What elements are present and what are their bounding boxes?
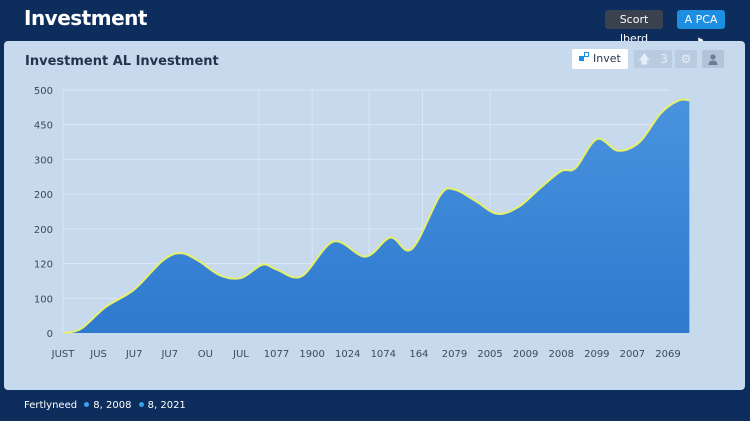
x-tick-label: 2007 bbox=[620, 349, 645, 360]
y-tick-label: 200 bbox=[34, 225, 53, 236]
investment-area-chart: 0 100 120 200 200 300 450 500 JUST JUS JU7 JU7 OU JU… bbox=[34, 86, 690, 360]
x-tick-label: 2005 bbox=[477, 349, 502, 360]
settings-button[interactable]: ⚙ bbox=[675, 50, 697, 68]
upvote-button[interactable]: 🡅 3 bbox=[634, 50, 672, 68]
invet-label: Invet bbox=[593, 52, 621, 65]
x-tick-label: 1077 bbox=[264, 349, 289, 360]
y-tick-label: 100 bbox=[34, 294, 53, 305]
play-right-icon: ▶ bbox=[698, 36, 704, 44]
x-tick-label: JU7 bbox=[160, 349, 178, 360]
y-tick-label: 450 bbox=[34, 121, 53, 132]
user-button[interactable] bbox=[702, 50, 724, 68]
y-tick-label: 0 bbox=[47, 329, 53, 340]
x-tick-label: 1074 bbox=[371, 349, 396, 360]
footer-item: 8, 2021 bbox=[147, 400, 186, 411]
apca-button-label: A PCA bbox=[684, 13, 718, 26]
x-tick-label: OU bbox=[198, 349, 213, 360]
invet-button[interactable]: Invet bbox=[572, 49, 628, 69]
x-tick-label: JU7 bbox=[125, 349, 143, 360]
footer-item: 8, 2008 bbox=[93, 400, 132, 411]
sort-button[interactable]: Scort lberd bbox=[605, 10, 663, 45]
footer-legend: Fertlyneed 8, 2008 8, 2021 bbox=[24, 400, 186, 411]
x-tick-label: JUL bbox=[232, 349, 249, 360]
x-tick-label: JUS bbox=[89, 349, 107, 360]
x-tick-label: 2069 bbox=[655, 349, 680, 360]
legend-dot bbox=[138, 402, 144, 407]
footer-label: Fertlyneed bbox=[24, 400, 78, 411]
x-tick-label: 1900 bbox=[299, 349, 324, 360]
upvote-count: 3 bbox=[660, 52, 668, 66]
x-tick-label: 2099 bbox=[584, 349, 609, 360]
link-nodes-icon bbox=[579, 49, 590, 69]
x-tick-label: 2008 bbox=[549, 349, 574, 360]
gear-icon: ⚙ bbox=[680, 52, 692, 66]
y-tick-label: 300 bbox=[34, 155, 53, 166]
arrow-up-icon: 🡅 bbox=[638, 52, 651, 66]
user-icon bbox=[708, 54, 718, 65]
apca-button[interactable]: A PCA ▶ bbox=[677, 10, 725, 44]
x-tick-label: 2079 bbox=[442, 349, 467, 360]
series-line bbox=[62, 98, 690, 334]
x-tick-label: 2009 bbox=[513, 349, 538, 360]
legend-dot bbox=[84, 402, 90, 407]
series-area bbox=[63, 99, 690, 333]
y-tick-label: 200 bbox=[34, 190, 53, 201]
x-tick-label: 164 bbox=[409, 349, 428, 360]
app-title: Investment bbox=[24, 6, 147, 30]
y-tick-label: 120 bbox=[34, 260, 53, 271]
card-title: Investment AL Investment bbox=[25, 54, 219, 69]
y-tick-label: 500 bbox=[34, 86, 53, 97]
chart-card: Investment AL Investment Invet 🡅 3 ⚙ bbox=[4, 41, 745, 390]
x-tick-label: JUST bbox=[51, 349, 76, 360]
x-tick-label: 1024 bbox=[335, 349, 360, 360]
